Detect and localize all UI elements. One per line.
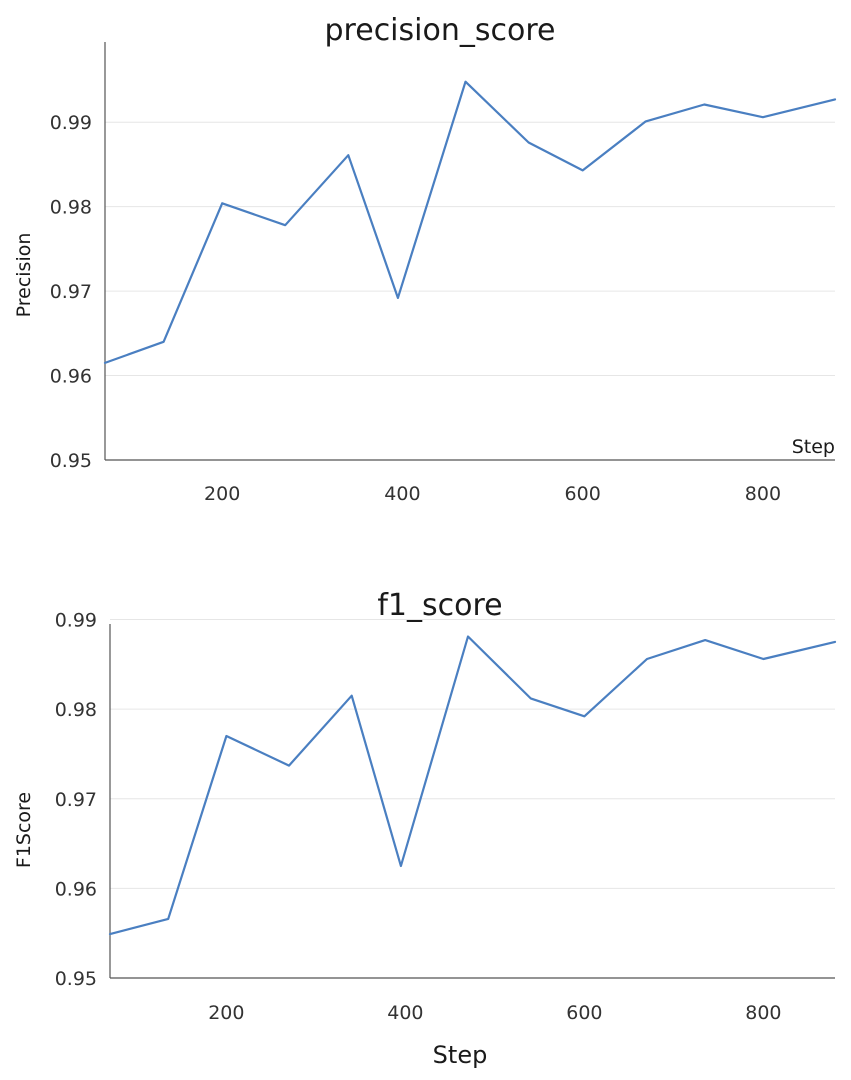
x-tick-label: 600	[566, 1002, 602, 1024]
y-tick-label: 0.96	[50, 366, 92, 388]
precision-series-line	[103, 80, 837, 364]
x-tick-label: 200	[208, 1002, 244, 1024]
precision-chart: precision_score 0.95 0.96 0.97 0.98 0.99 200…	[13, 13, 837, 505]
x-tick-labels: 200 400 600 800	[208, 1002, 781, 1024]
gridlines	[105, 121, 835, 377]
x-tick-label: 400	[384, 483, 420, 505]
chart-title: precision_score	[325, 13, 556, 48]
gridlines	[110, 619, 835, 889]
y-tick-label: 0.96	[55, 878, 97, 900]
x-tick-label: 800	[745, 483, 781, 505]
y-tick-label: 0.98	[50, 197, 92, 219]
y-tick-label: 0.98	[55, 699, 97, 721]
x-axis-label: Step	[792, 436, 835, 458]
chart-title: f1_score	[377, 588, 502, 623]
x-tick-label: 800	[745, 1002, 781, 1024]
f1-series-line	[108, 635, 837, 936]
y-axis-label: F1Score	[13, 792, 35, 868]
y-tick-label: 0.99	[55, 610, 97, 632]
x-tick-label: 400	[387, 1002, 423, 1024]
x-axis-label: Step	[433, 1041, 488, 1069]
y-tick-label: 0.97	[55, 789, 97, 811]
x-tick-labels: 200 400 600 800	[204, 483, 781, 505]
y-tick-label: 0.97	[50, 281, 92, 303]
x-tick-label: 200	[204, 483, 240, 505]
y-axis-label: Precision	[13, 233, 35, 318]
y-tick-label: 0.95	[50, 450, 92, 472]
y-tick-label: 0.95	[55, 968, 97, 990]
f1-chart: f1_score 0.95 0.96 0.97 0.98 0.99 200 400 600 8…	[13, 588, 837, 1069]
y-tick-label: 0.99	[50, 112, 92, 134]
x-tick-label: 600	[565, 483, 601, 505]
y-tick-labels: 0.95 0.96 0.97 0.98 0.99	[55, 610, 97, 990]
y-tick-labels: 0.95 0.96 0.97 0.98 0.99	[50, 112, 92, 472]
